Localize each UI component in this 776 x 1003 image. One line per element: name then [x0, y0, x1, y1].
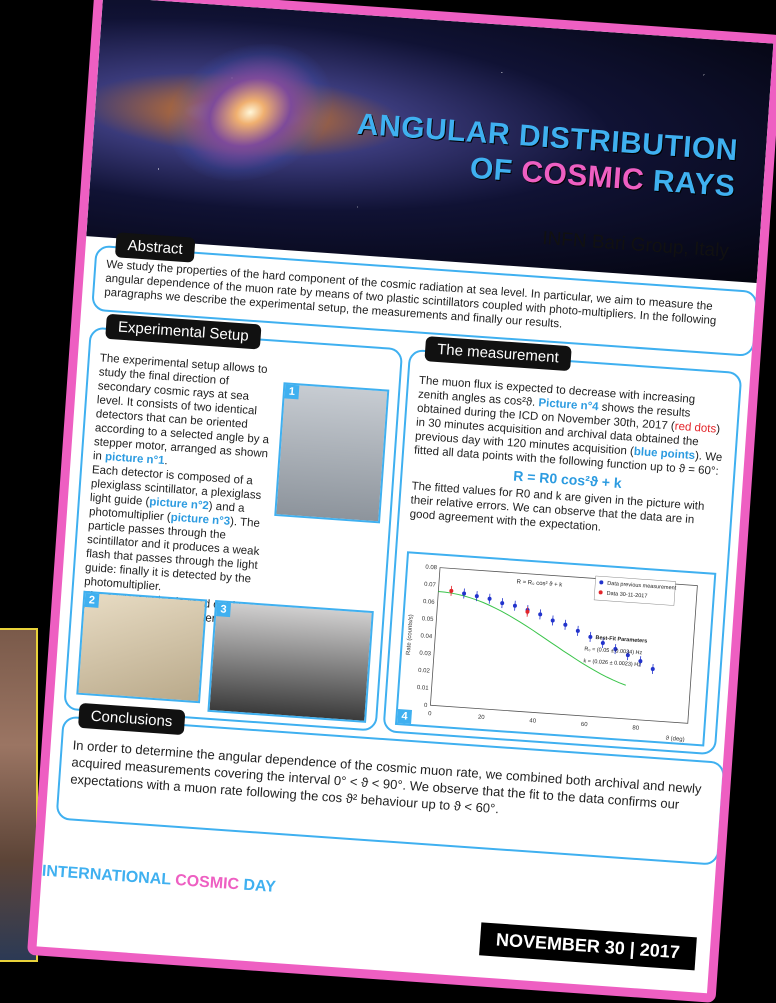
event-date: NOVEMBER 30 | 2017 [478, 922, 697, 971]
picture-number: 2 [84, 592, 100, 608]
picture-number: 3 [216, 602, 232, 618]
fit-curve [438, 590, 626, 686]
poster-footer: INTERNATIONAL COSMIC DAY NOVEMBER 30 | 2… [37, 837, 715, 994]
international-cosmic-day-logo: INTERNATIONAL COSMIC DAY [41, 862, 277, 896]
muon-rate-chart: 0 20 40 60 80 0 0.01 0.02 0.03 0.04 0.05 0.06 0.07 0.… [406, 565, 698, 743]
data-point [563, 622, 568, 627]
setup-text: The experimental setup allows to study t… [82, 352, 270, 627]
picture-4-chart: 0 20 40 60 80 0 0.01 0.02 0.03 0.04 0.05 0.06 0.07 0.… [394, 551, 717, 747]
y-tick-label: 0.01 [417, 685, 430, 692]
y-tick-label: 0.08 [425, 565, 438, 572]
legend-label: Data 30-11-2017 [606, 591, 647, 600]
formula-label: R = R₀ cos² ϑ + k [516, 579, 563, 588]
data-point [512, 603, 517, 608]
data-point [575, 628, 580, 633]
x-tick-label: 80 [632, 725, 640, 731]
y-tick-label: 0.02 [418, 668, 431, 675]
fit-params-title: Best-Fit Parameters [595, 635, 647, 645]
fit-param-r0: R₀ = (0.05 ± 0.0034) Hz [584, 646, 643, 656]
plot-frame [429, 567, 698, 724]
x-axis-label: ϑ (deg) [665, 736, 684, 743]
legend-box [593, 575, 676, 606]
picture-3-photomultipliers: 3 [207, 600, 374, 723]
legend-label: Data previous measurement [607, 581, 677, 592]
x-tick-label: 0 [428, 711, 432, 717]
y-tick-label: 0.05 [421, 616, 434, 623]
data-point [600, 640, 605, 645]
data-point [462, 591, 467, 596]
picture-2-scintillator: 2 [76, 590, 208, 704]
fit-param-k: k = (0.026 ± 0.0023) Hz [583, 658, 641, 668]
data-point [613, 647, 618, 652]
data-point [588, 634, 593, 639]
data-point [650, 666, 655, 671]
y-tick-label: 0 [424, 703, 428, 709]
y-tick-label: 0.07 [424, 582, 437, 589]
picture-number: 4 [397, 709, 413, 724]
data-point [449, 588, 454, 593]
poster-wrap: ANGULAR DISTRIBUTION OF COSMIC RAYS INFN… [27, 0, 776, 1003]
experimental-setup-box: Experimental Setup The experimental setu… [63, 313, 404, 732]
data-point [638, 659, 643, 664]
y-tick-label: 0.03 [419, 651, 432, 658]
conclusions-text: In order to determine the angular depend… [69, 737, 702, 817]
person-photo [0, 628, 38, 962]
picture-1-detector-cabinet: 1 [274, 382, 390, 524]
data-point [487, 596, 492, 601]
legend-marker [598, 590, 603, 595]
y-tick-label: 0.04 [420, 633, 433, 640]
measurement-box: The measurement The muon flux is expecte… [382, 336, 743, 756]
data-point [550, 618, 555, 623]
data-point [525, 609, 530, 614]
poster: ANGULAR DISTRIBUTION OF COSMIC RAYS INFN… [27, 0, 776, 1003]
picture-number: 1 [284, 384, 300, 400]
data-point [474, 594, 479, 599]
data-point [500, 601, 505, 606]
x-tick-label: 20 [478, 715, 486, 721]
y-axis-label: Rate (counts/s) [406, 614, 415, 655]
x-tick-label: 60 [581, 722, 589, 728]
y-tick-label: 0.06 [423, 599, 436, 606]
data-point [538, 612, 543, 617]
x-tick-label: 40 [529, 718, 537, 724]
data-point [625, 653, 630, 658]
legend-marker [599, 580, 604, 585]
measurement-text: The muon flux is expected to decrease wi… [409, 374, 723, 534]
